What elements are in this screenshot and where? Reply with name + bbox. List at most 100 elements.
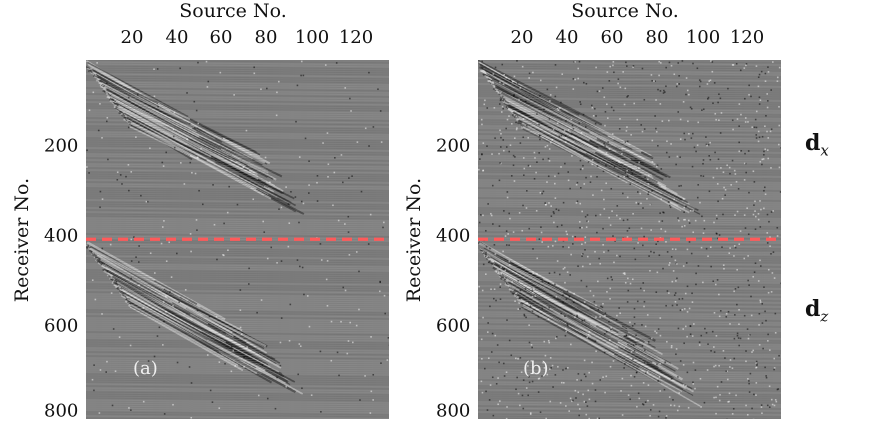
noise-speckle xyxy=(669,156,671,158)
noise-speckle xyxy=(672,248,674,250)
noise-speckle xyxy=(577,200,579,202)
noise-speckle xyxy=(627,197,629,199)
noise-speckle xyxy=(664,389,666,391)
noise-speckle xyxy=(767,334,769,336)
noise-speckle xyxy=(576,184,578,186)
noise-speckle xyxy=(646,198,648,200)
noise-speckle xyxy=(730,184,732,186)
noise-speckle xyxy=(721,381,723,383)
noise-speckle xyxy=(660,335,662,337)
noise-speckle xyxy=(690,107,692,109)
noise-speckle xyxy=(763,190,765,192)
noise-speckle xyxy=(587,256,589,258)
noise-speckle xyxy=(555,241,557,243)
noise-speckle xyxy=(100,369,102,371)
noise-speckle xyxy=(705,136,707,138)
noise-speckle xyxy=(610,276,612,278)
noise-speckle xyxy=(690,333,692,335)
noise-speckle xyxy=(493,73,495,75)
noise-speckle xyxy=(586,337,588,339)
noise-speckle xyxy=(575,397,577,399)
noise-speckle xyxy=(611,210,613,212)
noise-speckle xyxy=(776,227,778,229)
noise-speckle xyxy=(299,156,301,158)
noise-speckle xyxy=(658,75,660,77)
noise-speckle xyxy=(659,363,661,365)
noise-speckle xyxy=(683,364,685,366)
noise-speckle xyxy=(539,135,541,137)
noise-speckle xyxy=(481,153,483,155)
noise-speckle xyxy=(763,208,765,210)
noise-speckle xyxy=(494,137,496,139)
noise-speckle xyxy=(479,158,481,160)
noise-speckle xyxy=(745,172,747,174)
noise-speckle xyxy=(481,124,483,126)
noise-speckle xyxy=(737,333,739,335)
noise-speckle xyxy=(326,279,328,281)
noise-speckle xyxy=(738,188,740,190)
noise-speckle xyxy=(647,179,649,181)
noise-speckle xyxy=(549,100,551,102)
noise-speckle xyxy=(682,298,684,300)
noise-speckle xyxy=(732,413,734,415)
noise-speckle xyxy=(373,126,375,128)
noise-speckle xyxy=(500,100,502,102)
noise-speckle xyxy=(623,176,625,178)
noise-speckle xyxy=(597,91,599,93)
noise-speckle xyxy=(579,122,581,124)
noise-speckle xyxy=(654,330,656,332)
noise-speckle xyxy=(368,243,370,245)
noise-speckle xyxy=(300,75,302,77)
noise-speckle xyxy=(346,353,348,355)
noise-speckle xyxy=(750,373,752,375)
noise-speckle xyxy=(659,317,661,319)
noise-speckle xyxy=(682,60,684,62)
noise-speckle xyxy=(263,231,265,233)
noise-speckle xyxy=(769,406,771,408)
noise-speckle xyxy=(486,107,488,109)
noise-speckle xyxy=(515,122,517,124)
noise-speckle xyxy=(485,230,487,232)
noise-speckle xyxy=(630,169,632,171)
noise-speckle xyxy=(482,392,484,394)
noise-speckle xyxy=(710,60,712,62)
noise-speckle xyxy=(765,80,767,82)
noise-speckle xyxy=(723,187,725,189)
noise-speckle xyxy=(538,316,540,318)
noise-speckle xyxy=(555,64,557,66)
noise-speckle xyxy=(569,296,571,298)
noise-speckle xyxy=(675,280,677,282)
noise-speckle xyxy=(632,358,634,360)
noise-speckle xyxy=(540,226,542,228)
noise-speckle xyxy=(490,213,492,215)
noise-speckle xyxy=(482,170,484,172)
noise-speckle xyxy=(678,220,680,222)
noise-speckle xyxy=(648,384,650,386)
noise-speckle xyxy=(719,234,721,236)
noise-speckle xyxy=(641,324,643,326)
noise-speckle xyxy=(618,307,620,309)
noise-speckle xyxy=(604,145,606,147)
noise-speckle xyxy=(303,294,305,296)
noise-speckle xyxy=(602,244,604,246)
noise-speckle xyxy=(505,235,507,237)
noise-speckle xyxy=(758,76,760,78)
x-tick: 60 xyxy=(210,27,233,48)
noise-speckle xyxy=(659,411,661,413)
noise-speckle xyxy=(658,221,660,223)
noise-speckle xyxy=(568,247,570,249)
noise-speckle xyxy=(207,81,209,83)
noise-speckle xyxy=(481,339,483,341)
noise-speckle xyxy=(328,163,330,165)
noise-speckle xyxy=(165,152,167,154)
noise-speckle xyxy=(605,376,607,378)
noise-speckle xyxy=(657,380,659,382)
noise-speckle xyxy=(487,409,489,411)
noise-speckle xyxy=(558,109,560,111)
noise-speckle xyxy=(130,171,132,173)
noise-speckle xyxy=(565,405,567,407)
noise-speckle xyxy=(647,371,649,373)
noise-speckle xyxy=(627,230,629,232)
noise-speckle xyxy=(565,335,567,337)
noise-speckle xyxy=(599,90,601,92)
